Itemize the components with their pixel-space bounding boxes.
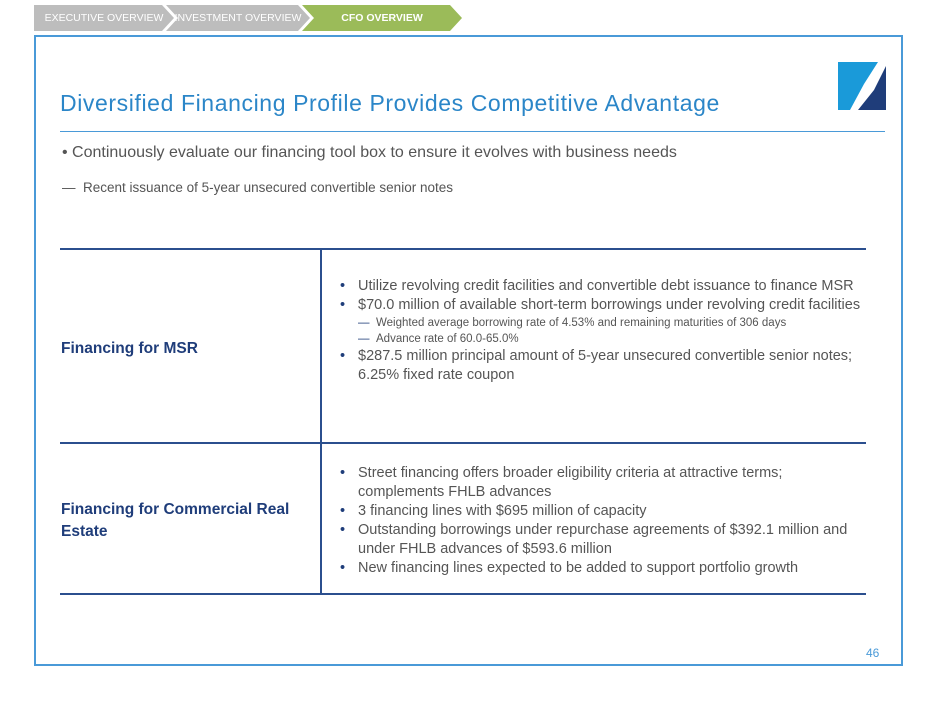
main-bullet: • Continuously evaluate our financing to… bbox=[62, 144, 677, 161]
list-item: 3 financing lines with $695 million of c… bbox=[340, 502, 870, 521]
list-item: Street financing offers broader eligibil… bbox=[340, 464, 870, 502]
tab-cfo-overview[interactable]: CFO OVERVIEW bbox=[302, 5, 462, 31]
list-item: $70.0 million of available short-term bo… bbox=[340, 296, 870, 315]
list-item: Advance rate of 60.0-65.0% bbox=[340, 331, 870, 347]
title-divider bbox=[60, 131, 885, 132]
table-rule-bottom bbox=[60, 593, 866, 595]
company-logo-icon bbox=[838, 62, 886, 110]
slide-frame bbox=[34, 35, 903, 666]
msr-details-list: Utilize revolving credit facilities and … bbox=[340, 277, 870, 385]
page-title: Diversified Financing Profile Provides C… bbox=[60, 90, 720, 116]
table-rule-middle bbox=[60, 442, 866, 444]
table-column-divider bbox=[320, 249, 322, 595]
sub-bullet: — Recent issuance of 5-year unsecured co… bbox=[62, 180, 453, 195]
tab-executive-overview[interactable]: EXECUTIVE OVERVIEW bbox=[34, 5, 174, 31]
row-label-cre: Financing for Commercial Real Estate bbox=[61, 501, 290, 540]
table-rule-top bbox=[60, 248, 866, 250]
list-item: Outstanding borrowings under repurchase … bbox=[340, 521, 870, 559]
page-number: 46 bbox=[866, 646, 880, 660]
row-label-msr: Financing for MSR bbox=[61, 340, 198, 357]
list-item: Utilize revolving credit facilities and … bbox=[340, 277, 870, 296]
tab-investment-overview[interactable]: INVESTMENT OVERVIEW bbox=[166, 5, 310, 31]
list-item: New financing lines expected to be added… bbox=[340, 559, 870, 578]
list-item: $287.5 million principal amount of 5-yea… bbox=[340, 347, 870, 385]
list-item: Weighted average borrowing rate of 4.53%… bbox=[340, 315, 870, 331]
cre-details-list: Street financing offers broader eligibil… bbox=[340, 464, 870, 578]
